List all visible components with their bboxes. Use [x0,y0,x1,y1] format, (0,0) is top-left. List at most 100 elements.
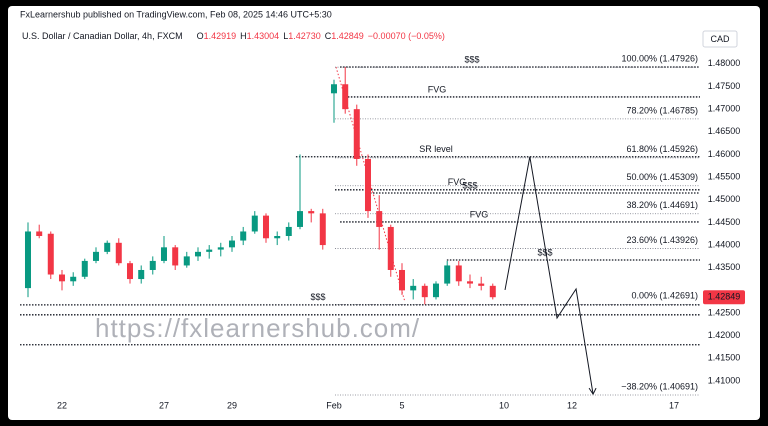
y-tick-label: 1.44500 [708,217,741,227]
level-label: $$$ [464,54,479,64]
candle-body [206,249,213,252]
ohlc-key: O [197,31,204,41]
candle-body [138,269,145,280]
candle-body [251,215,258,232]
x-tick-label: 27 [159,400,169,410]
candle-body [478,283,485,286]
y-tick-label: 1.43500 [708,262,741,272]
candle-body [36,231,43,237]
candle-body [70,276,77,282]
level-label: FVG [448,177,467,187]
candle-body [92,251,99,261]
candle-body [149,260,156,270]
fib-level-label: 50.00% (1.45309) [626,172,698,182]
level-label: SR level [419,144,453,154]
candle-body [126,263,133,280]
currency-box [702,30,738,48]
projection-path [504,156,594,395]
candle-body [24,231,31,289]
candle-body [172,247,179,266]
x-tick-label: 29 [227,400,237,410]
symbol-title: U.S. Dollar / Canadian Dollar, 4h, FXCM [22,31,183,41]
y-tick-label: 1.44000 [708,239,741,249]
candle-body [160,247,167,261]
fib-level-label: 78.20% (1.46785) [626,105,698,115]
candle-body [194,251,201,257]
y-tick-label: 1.46000 [708,149,741,159]
symbol-legend: U.S. Dollar / Canadian Dollar, 4h, FXCM O… [22,31,445,41]
y-tick-label: 1.47000 [708,104,741,114]
y-tick-label: 1.45500 [708,171,741,181]
change: −0.00070 (−0.05%) [368,31,445,41]
y-tick-label: 1.41000 [708,375,741,385]
candle-body [262,215,269,239]
candle-body [274,236,281,239]
candle-body [319,213,326,246]
projection-arrowhead [588,387,597,396]
ohlc-value: 1.42919 [204,31,237,41]
level-label: $$$ [310,292,325,302]
candle-body [183,256,190,266]
fib-level-label: 61.80% (1.45926) [626,144,698,154]
fib-level-label: 23.60% (1.43926) [626,235,698,245]
candle-body [489,285,496,298]
plot-area: 1.48000 1.47500 1.47000 1.46500 1.46000 1.455… [20,54,745,410]
ohlc-key: H [240,31,247,41]
x-tick-label: 5 [399,400,404,410]
y-tick-label: 1.47500 [708,81,741,91]
candle-body [387,226,394,270]
candle-body [353,109,360,159]
candle-body [240,231,247,241]
candle-body [410,285,417,291]
last-price-box [703,290,745,305]
y-tick-label: 1.46500 [708,126,741,136]
ohlc-value: 1.42730 [288,31,321,41]
candle-body [115,242,122,264]
currency: CAD [710,34,730,44]
candle-body [444,265,451,284]
ohlc-key: C [325,31,332,41]
fib-level-label: 0.00% (1.42691) [631,291,698,301]
y-tick-label: 1.42000 [708,330,741,340]
ohlc-key: L [283,31,288,41]
candle-body [285,226,292,237]
candle-body [47,233,54,275]
candle-body [466,281,473,284]
candle-body [432,283,439,298]
x-tick-label: 10 [499,400,509,410]
candle-body [81,260,88,277]
level-label: FVG [470,209,489,219]
ohlc-value: 1.42849 [331,31,364,41]
candle-body [330,84,337,94]
level-label: $$$ [537,247,552,257]
y-tick-label: 1.45000 [708,194,741,204]
fib-level-label: 100.00% (1.47926) [621,54,698,64]
publisher: FxLearnershub published on TradingView.c… [20,9,332,19]
candle-body [342,84,349,110]
watermark: https://fxlearnershub.com/ [95,313,420,343]
level-label: $$$ [462,180,477,190]
y-tick-label: 1.48000 [708,58,741,68]
last-price-label: 1.42849 [708,292,741,302]
ohlc-value: 1.43004 [247,31,280,41]
candle-body [58,274,65,282]
x-tick-label: Feb [326,400,342,410]
fib-level-label: −38.20% (1.40691) [621,381,698,391]
candle-body [376,211,383,227]
x-tick-label: 22 [57,400,67,410]
x-tick-label: 12 [567,400,577,410]
candle-body [398,269,405,291]
candle-body [104,242,111,252]
candle-body [308,211,315,214]
candle-body [228,240,235,248]
level-label: FVG [428,84,447,94]
candle-body [455,265,462,282]
candle-body [296,211,303,227]
candle-body [421,285,428,298]
y-tick-label: 1.41500 [708,353,741,363]
candle-body [217,247,224,250]
x-tick-label: 17 [669,400,679,410]
y-tick-label: 1.42500 [708,307,741,317]
fib-level-label: 38.20% (1.44691) [626,200,698,210]
